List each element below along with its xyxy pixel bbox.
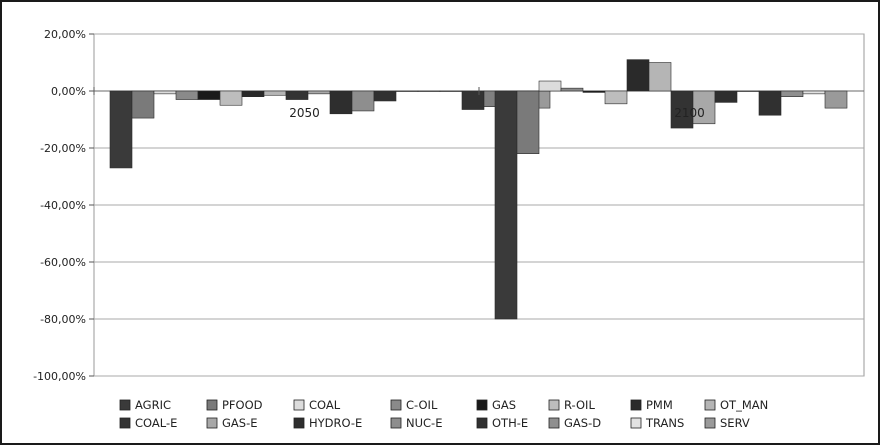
y-tick-label: -20,00% [40, 142, 86, 155]
legend-swatch [704, 399, 716, 411]
legend-swatch [390, 399, 402, 411]
y-tick-label: -100,00% [33, 370, 86, 383]
legend-swatch [119, 417, 131, 429]
bar-nuc-e [351, 90, 375, 112]
legend-label: TRANS [645, 416, 684, 430]
bar-gas [197, 90, 221, 100]
legend-label: COAL [309, 398, 341, 412]
x-tick-label: 2050 [289, 106, 320, 120]
bar-hydro-e [329, 90, 353, 115]
x-tick-label: 2100 [674, 106, 705, 120]
legend-label: C-OIL [406, 398, 438, 412]
legend-swatch [206, 417, 218, 429]
bar-trans [417, 90, 441, 92]
legend-label: GAS-E [222, 416, 258, 430]
y-tick-label: 20,00% [44, 28, 86, 41]
bar [461, 90, 485, 110]
legend-label: COAL-E [135, 416, 177, 430]
bar-hydro-e [714, 90, 738, 103]
bar-ot_man [648, 62, 672, 92]
bar-nuc-e [736, 90, 760, 92]
bar-pfood [516, 90, 540, 155]
bar-gas-d [395, 90, 419, 92]
bar-c-oil [175, 90, 199, 100]
legend-label: PFOOD [222, 398, 263, 412]
y-tick-label: -80,00% [40, 313, 86, 326]
legend-label: R-OIL [564, 398, 595, 412]
legend-label: OT_MAN [720, 398, 768, 412]
legend-label: SERV [720, 416, 750, 430]
legend-label: OTH-E [492, 416, 528, 430]
legend-swatch [704, 417, 716, 429]
bar-c-oil [560, 87, 584, 92]
legend-swatch [293, 417, 305, 429]
legend-label: AGRIC [135, 398, 171, 412]
bar-coal [153, 90, 177, 95]
bar-r-oil [604, 90, 628, 105]
bar-oth-e [758, 90, 782, 116]
bar-pmm [626, 59, 650, 92]
bar-gas [582, 90, 606, 93]
legend-swatch [119, 399, 131, 411]
bar-agric [494, 90, 518, 320]
legend-swatch [206, 399, 218, 411]
legend-label: PMM [646, 398, 673, 412]
legend-label: HYDRO-E [309, 416, 362, 430]
bar-r-oil [219, 90, 243, 106]
legend-label: GAS [492, 398, 516, 412]
bar-gas-e [307, 90, 331, 95]
legend-swatch [476, 399, 488, 411]
bar-ot_man [263, 90, 287, 96]
bar-coal [538, 80, 562, 92]
legend-swatch [293, 399, 305, 411]
legend-swatch [548, 399, 560, 411]
bar-serv [824, 90, 848, 109]
bar-gas-d [780, 90, 804, 97]
y-tick-label: 0,00% [51, 85, 86, 98]
bar-pmm [241, 90, 265, 97]
bar-trans [802, 90, 826, 95]
bar-gas-e [692, 90, 716, 125]
legend-swatch [390, 417, 402, 429]
legend-swatch [476, 417, 488, 429]
bar-serv [439, 90, 463, 92]
bar-pfood [131, 90, 155, 119]
legend-label: NUC-E [406, 416, 442, 430]
bar-coal-e [285, 90, 309, 100]
bar-agric [109, 90, 133, 169]
legend-swatch [630, 417, 642, 429]
y-tick-label: -40,00% [40, 199, 86, 212]
legend-swatch [548, 417, 560, 429]
bar-oth-e [373, 90, 397, 102]
y-tick-label: -60,00% [40, 256, 86, 269]
legend-swatch [630, 399, 642, 411]
legend-label: GAS-D [564, 416, 601, 430]
